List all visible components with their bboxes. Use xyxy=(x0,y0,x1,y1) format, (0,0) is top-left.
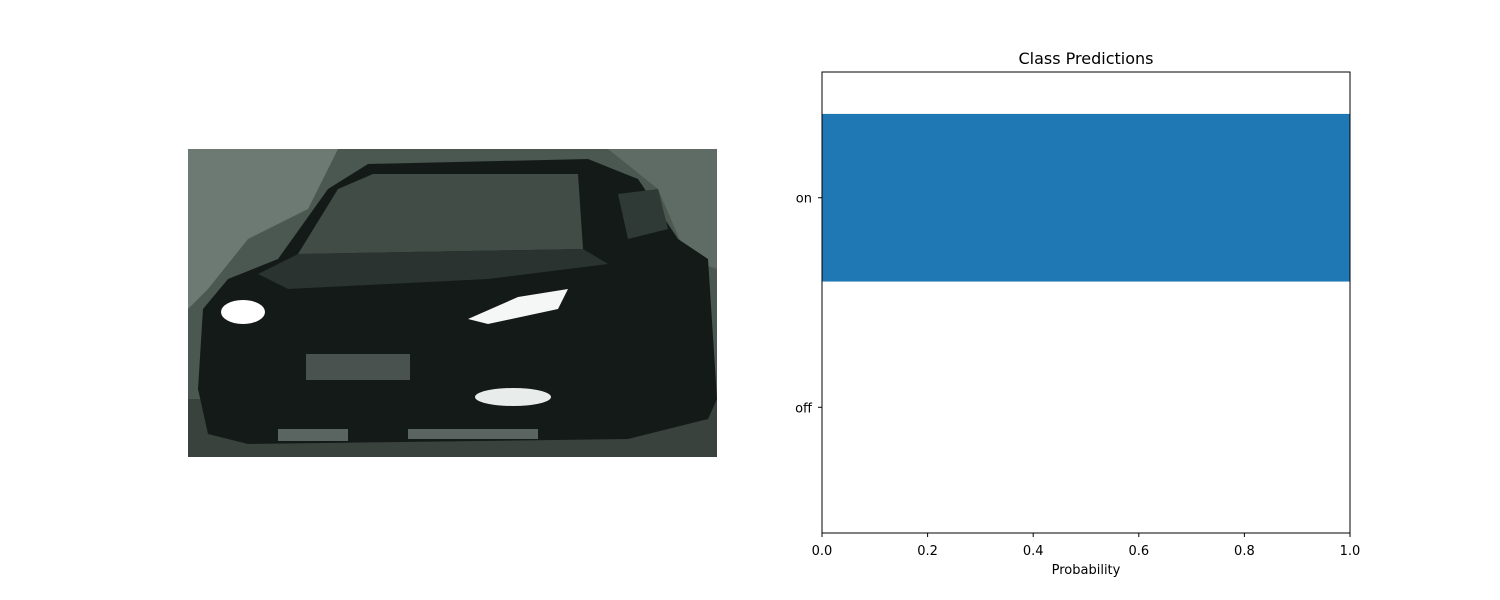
x-tick-label: 0.6 xyxy=(1128,544,1149,559)
plot-frame xyxy=(821,71,1351,534)
right-headlight xyxy=(468,289,568,324)
bars-group xyxy=(822,113,1350,282)
car-photo xyxy=(188,149,717,457)
license-plate xyxy=(306,354,410,380)
lower-grille-right xyxy=(408,429,538,439)
chart-title: Class Predictions xyxy=(1019,49,1154,68)
x-tick-label: 0.8 xyxy=(1234,544,1255,559)
y-axis-ticks: off on xyxy=(795,192,822,416)
photo-foliage-left xyxy=(188,149,338,309)
x-tick-label: 1.0 xyxy=(1340,544,1361,559)
x-tick-label: 0.4 xyxy=(1023,544,1044,559)
x-tick-label: 0.2 xyxy=(917,544,938,559)
car-hood xyxy=(258,249,608,289)
left-headlight xyxy=(221,300,265,324)
photo-foliage-right xyxy=(608,149,717,269)
lower-grille-left xyxy=(278,429,348,441)
y-tick-label-on: on xyxy=(796,192,812,207)
fog-light xyxy=(475,388,551,406)
x-axis-ticks: 0.0 0.2 0.4 0.6 0.8 1.0 xyxy=(812,533,1361,559)
side-mirror xyxy=(618,189,668,239)
bar-on xyxy=(822,113,1350,282)
x-axis-label: Probability xyxy=(1052,563,1121,578)
y-tick-label-off: off xyxy=(795,401,813,416)
car-windshield xyxy=(298,174,583,254)
x-tick-label: 0.0 xyxy=(812,544,833,559)
